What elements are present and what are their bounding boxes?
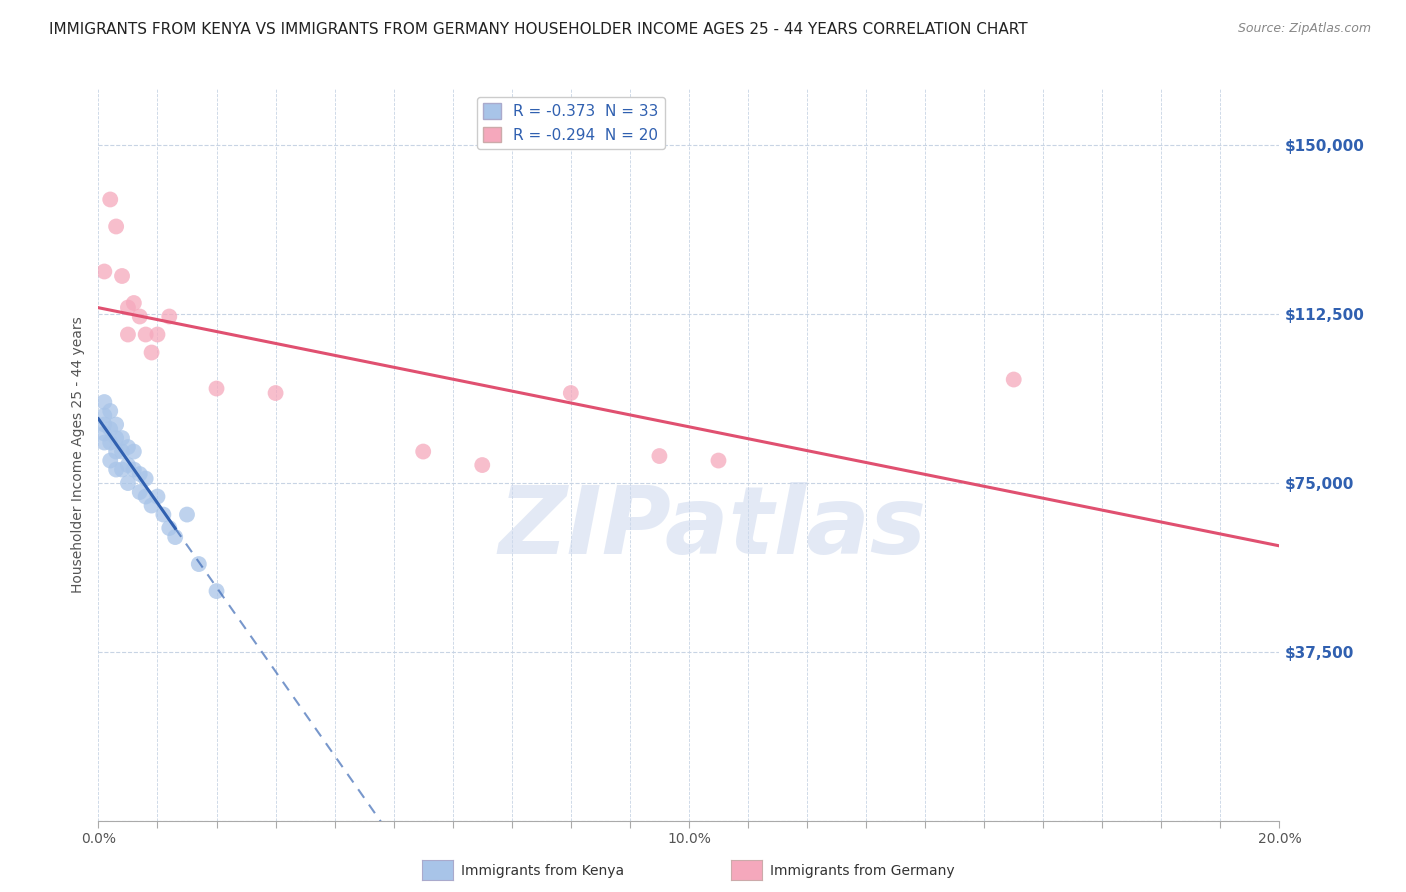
Point [264,386,287,401]
Point [471,458,494,472]
Point [128,467,150,481]
Point [98,404,121,418]
Point [98,435,121,450]
Point [93,435,115,450]
Point [117,440,139,454]
Point [105,444,128,458]
Point [117,458,139,472]
Point [98,193,121,207]
Point [105,431,128,445]
Point [98,453,121,467]
Point [98,422,121,436]
Point [1002,372,1025,386]
Point [105,219,128,234]
Point [187,557,209,571]
Point [141,499,163,513]
Point [105,462,128,476]
Point [93,264,115,278]
Point [128,485,150,500]
Point [93,417,115,432]
Point [117,476,139,491]
Point [111,268,134,283]
Point [205,382,228,396]
Point [412,444,434,458]
Point [128,310,150,324]
Point [205,584,228,599]
Text: Immigrants from Germany: Immigrants from Germany [770,863,955,878]
Text: ZIPatlas: ZIPatlas [499,482,927,574]
Point [707,453,730,467]
Point [93,395,115,409]
Point [135,490,157,504]
Point [117,301,139,315]
Point [146,327,169,342]
Point [117,327,139,342]
Point [111,444,134,458]
Point [111,431,134,445]
Point [111,462,134,476]
Point [152,508,174,522]
Point [122,444,145,458]
Point [93,426,115,441]
Point [105,417,128,432]
Point [93,409,115,423]
Point [122,296,145,310]
Text: IMMIGRANTS FROM KENYA VS IMMIGRANTS FROM GERMANY HOUSEHOLDER INCOME AGES 25 - 44: IMMIGRANTS FROM KENYA VS IMMIGRANTS FROM… [49,22,1028,37]
Y-axis label: Householder Income Ages 25 - 44 years: Householder Income Ages 25 - 44 years [72,317,86,593]
Point [176,508,198,522]
Text: Immigrants from Kenya: Immigrants from Kenya [461,863,624,878]
Point [560,386,582,401]
Legend: R = -0.373  N = 33, R = -0.294  N = 20: R = -0.373 N = 33, R = -0.294 N = 20 [477,97,665,149]
Point [157,310,180,324]
Point [141,345,163,359]
Point [648,449,671,463]
Point [122,462,145,476]
Point [146,490,169,504]
Point [135,327,157,342]
Point [157,521,180,535]
Text: Source: ZipAtlas.com: Source: ZipAtlas.com [1237,22,1371,36]
Point [135,471,157,485]
Point [165,530,187,544]
